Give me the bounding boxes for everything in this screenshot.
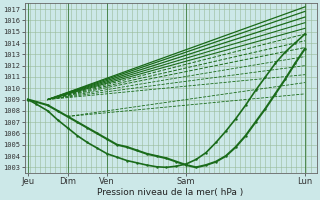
X-axis label: Pression niveau de la mer( hPa ): Pression niveau de la mer( hPa ) — [98, 188, 244, 197]
